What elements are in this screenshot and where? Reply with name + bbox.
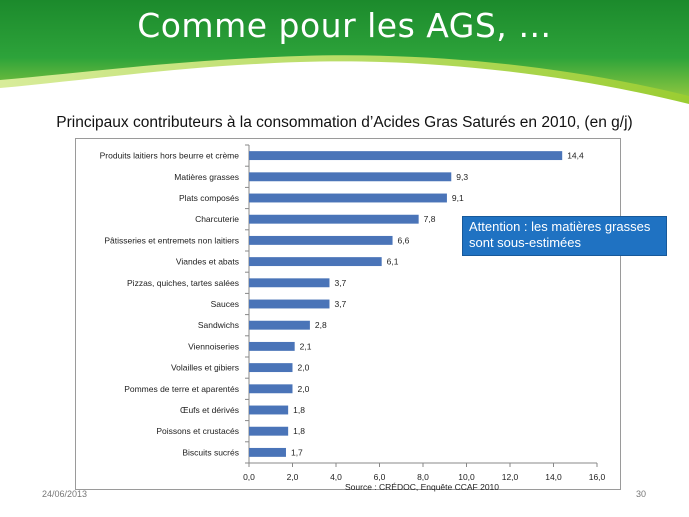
- bar-value-label: 6,1: [387, 257, 399, 267]
- bar-value-label: 9,3: [456, 172, 468, 182]
- bar: [249, 172, 452, 182]
- page-number: 30: [636, 489, 647, 499]
- bar-value-label: 2,8: [315, 320, 327, 330]
- bar: [249, 193, 447, 203]
- category-label: Pâtisseries et entremets non laitiers: [104, 235, 239, 245]
- slide-title: Comme pour les AGS, …: [137, 6, 552, 45]
- bar: [249, 363, 293, 373]
- bar-value-label: 14,4: [567, 151, 584, 161]
- chart-subtitle: Principaux contributeurs à la consommati…: [56, 114, 633, 131]
- bar-value-label: 2,1: [300, 341, 312, 351]
- x-tick-label: 0,0: [243, 472, 255, 482]
- bar-value-label: 2,0: [298, 384, 310, 394]
- bar-value-label: 9,1: [452, 193, 464, 203]
- bar-value-label: 1,8: [293, 426, 305, 436]
- chart-frame: 0,0 2,0 4,0 6,0 8,0 10,0 12,0 14,0 16,0 Produits …: [75, 138, 621, 490]
- bar: [249, 384, 293, 394]
- bar: [249, 235, 393, 245]
- bar: [249, 214, 419, 224]
- category-label: Sauces: [211, 299, 239, 309]
- slide-date: 24/06/2013: [42, 489, 88, 499]
- x-tick-label: 2,0: [287, 472, 299, 482]
- category-label: Poissons et crustacés: [156, 426, 239, 436]
- category-label: Viennoiseries: [188, 341, 239, 351]
- x-tick-label: 10,0: [458, 472, 475, 482]
- category-label: Biscuits sucrés: [182, 447, 239, 457]
- x-tick-label: 16,0: [589, 472, 606, 482]
- bar-value-label: 1,7: [291, 447, 303, 457]
- source-note: Source : CRÉDOC, Enquête CCAF 2010: [345, 482, 500, 492]
- bar-chart: 0,0 2,0 4,0 6,0 8,0 10,0 12,0 14,0 16,0 Produits …: [100, 144, 606, 482]
- x-tick-label: 14,0: [545, 472, 562, 482]
- banner-shape: [0, 0, 689, 96]
- bar: [249, 299, 330, 309]
- bar-value-label: 1,8: [293, 405, 305, 415]
- category-label: Produits laitiers hors beurre et crème: [100, 151, 240, 161]
- bar-value-label: 2,0: [298, 363, 310, 373]
- category-label: Sandwichs: [198, 320, 239, 330]
- bar-value-label: 7,8: [424, 214, 436, 224]
- bar: [249, 447, 286, 457]
- bar: [249, 426, 289, 436]
- bar: [249, 405, 289, 415]
- bar-value-label: 3,7: [334, 299, 346, 309]
- bar-value-label: 6,6: [398, 235, 410, 245]
- category-label: Viandes et abats: [176, 257, 239, 267]
- bar-value-label: 3,7: [334, 278, 346, 288]
- category-label: Œufs et dérivés: [180, 405, 239, 415]
- bar: [249, 341, 295, 351]
- x-tick-label: 8,0: [417, 472, 429, 482]
- x-tick-label: 6,0: [374, 472, 386, 482]
- bar: [249, 257, 382, 267]
- category-label: Plats composés: [179, 193, 239, 203]
- category-label: Pommes de terre et aparentés: [124, 384, 239, 394]
- x-tick-label: 4,0: [330, 472, 342, 482]
- category-label: Pizzas, quiches, tartes salées: [127, 278, 239, 288]
- bar: [249, 320, 310, 330]
- bar: [249, 151, 563, 161]
- category-label: Volailles et gibiers: [171, 363, 239, 373]
- callout-note: Attention : les matières grasses sont so…: [462, 216, 667, 256]
- x-tick-label: 12,0: [502, 472, 519, 482]
- category-label: Charcuterie: [195, 214, 239, 224]
- header-banner: [0, 0, 689, 104]
- category-label: Matières grasses: [174, 172, 239, 182]
- bar: [249, 278, 330, 288]
